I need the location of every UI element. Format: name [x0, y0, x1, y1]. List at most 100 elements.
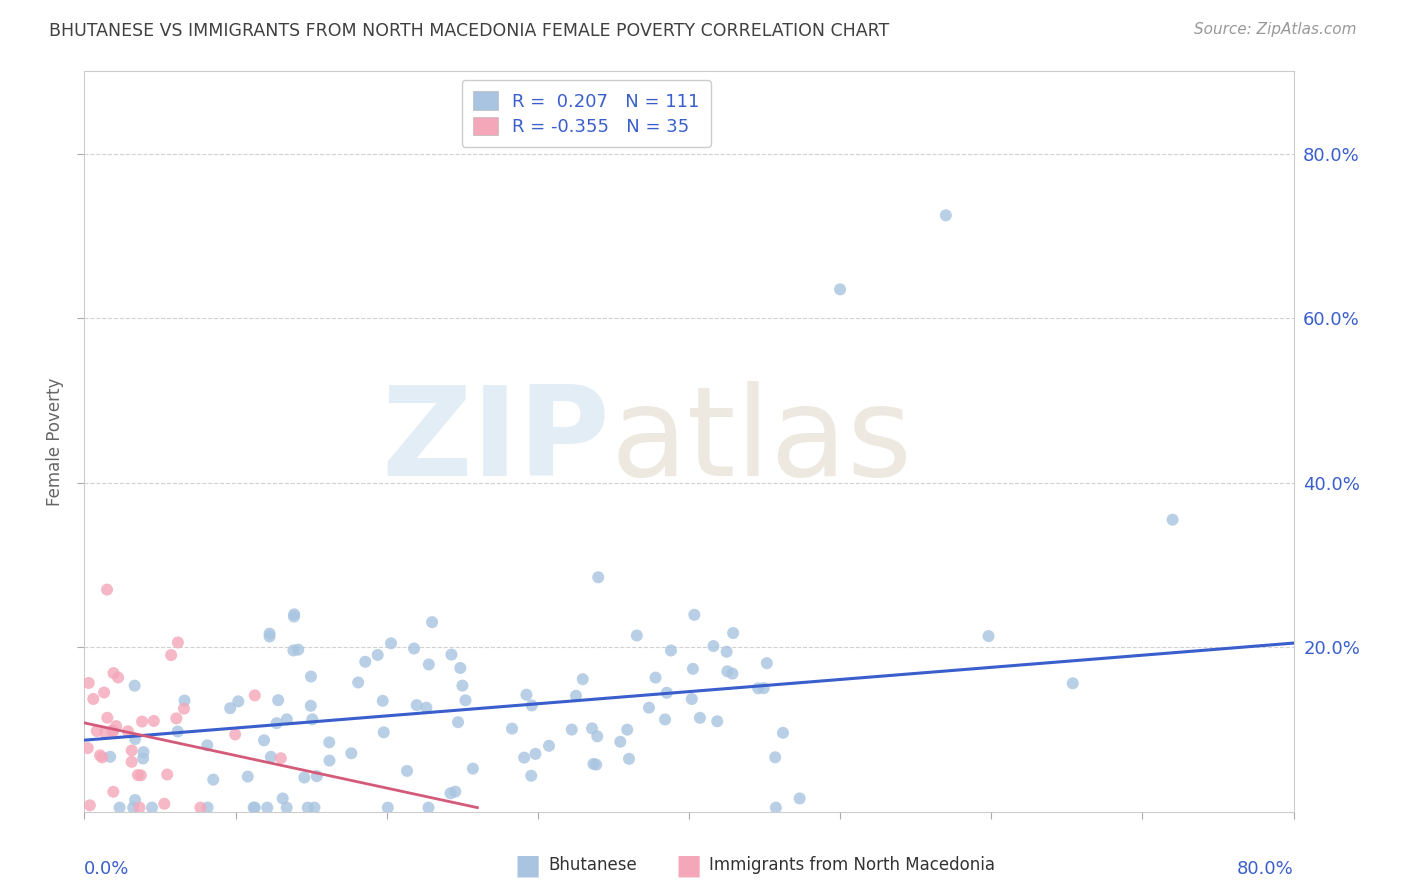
Point: [101, 723, 124, 738]
Point: [405, 698, 427, 713]
Point: [454, 693, 477, 707]
Point: [449, 661, 471, 675]
Point: [977, 629, 1000, 643]
Point: [276, 800, 298, 814]
Point: [318, 735, 340, 749]
Point: [461, 762, 484, 776]
Point: [830, 282, 852, 296]
Point: [440, 648, 463, 662]
Point: [276, 712, 298, 726]
Point: [141, 800, 163, 814]
Point: [224, 727, 246, 741]
Point: [202, 772, 225, 787]
Point: [256, 800, 278, 814]
Point: [789, 791, 811, 805]
Point: [447, 715, 470, 730]
Point: [702, 639, 724, 653]
Point: [444, 784, 467, 798]
Point: [524, 747, 547, 761]
Point: [128, 800, 150, 814]
Point: [107, 671, 129, 685]
Point: [765, 800, 787, 814]
Point: [588, 570, 610, 584]
Point: [716, 645, 738, 659]
Point: [644, 671, 666, 685]
Point: [121, 743, 143, 757]
Point: [76, 741, 98, 756]
Point: [581, 722, 603, 736]
Text: ZIP: ZIP: [381, 381, 610, 502]
Point: [654, 713, 676, 727]
Point: [124, 679, 146, 693]
Point: [373, 725, 395, 739]
Point: [142, 714, 165, 728]
Point: [283, 609, 305, 624]
Point: [283, 607, 305, 622]
Point: [451, 679, 474, 693]
Text: BHUTANESE VS IMMIGRANTS FROM NORTH MACEDONIA FEMALE POVERTY CORRELATION CHART: BHUTANESE VS IMMIGRANTS FROM NORTH MACED…: [49, 22, 890, 40]
Point: [439, 786, 461, 800]
Point: [132, 745, 155, 759]
Point: [659, 643, 682, 657]
Point: [305, 769, 328, 783]
Point: [752, 681, 775, 695]
Point: [706, 714, 728, 729]
Point: [173, 701, 195, 715]
Point: [565, 689, 588, 703]
Point: [617, 752, 640, 766]
Point: [260, 749, 283, 764]
Text: 80.0%: 80.0%: [1237, 860, 1294, 878]
Point: [537, 739, 560, 753]
Point: [259, 630, 281, 644]
Point: [166, 724, 188, 739]
Point: [763, 750, 786, 764]
Point: [682, 662, 704, 676]
Point: [347, 675, 370, 690]
Point: [101, 724, 124, 739]
Point: [609, 735, 631, 749]
Point: [197, 800, 219, 814]
Point: [165, 711, 187, 725]
Point: [585, 757, 607, 772]
Point: [94, 726, 117, 740]
Point: [299, 698, 322, 713]
Point: [253, 733, 276, 747]
Point: [501, 722, 523, 736]
Point: [935, 208, 957, 222]
Y-axis label: Female Poverty: Female Poverty: [46, 377, 65, 506]
Point: [271, 791, 294, 805]
Point: [301, 712, 323, 726]
Point: [721, 666, 744, 681]
Point: [156, 767, 179, 781]
Point: [571, 672, 593, 686]
Point: [755, 656, 778, 670]
Point: [626, 628, 648, 642]
Point: [304, 800, 326, 814]
Point: [93, 685, 115, 699]
Text: 0.0%: 0.0%: [84, 860, 129, 878]
Point: [418, 800, 440, 814]
Text: Bhutanese: Bhutanese: [548, 856, 637, 874]
Point: [153, 797, 176, 811]
Point: [173, 693, 195, 707]
Point: [190, 800, 212, 814]
Point: [129, 768, 152, 782]
Point: [160, 648, 183, 662]
Point: [82, 692, 104, 706]
Point: [243, 800, 266, 814]
Point: [195, 739, 218, 753]
Point: [747, 681, 769, 696]
Point: [86, 724, 108, 739]
Point: [108, 800, 131, 814]
Point: [77, 676, 100, 690]
Point: [299, 669, 322, 683]
Text: Source: ZipAtlas.com: Source: ZipAtlas.com: [1194, 22, 1357, 37]
Point: [367, 648, 389, 662]
Point: [236, 770, 259, 784]
Point: [259, 626, 281, 640]
Point: [683, 607, 706, 622]
Point: [616, 723, 638, 737]
Point: [520, 769, 543, 783]
Point: [226, 694, 249, 708]
Point: [377, 800, 399, 814]
